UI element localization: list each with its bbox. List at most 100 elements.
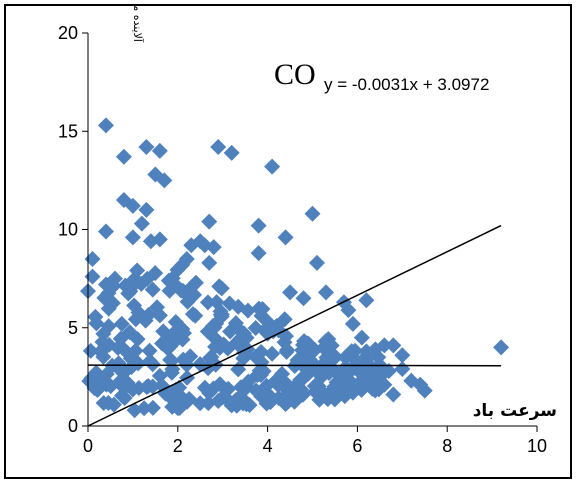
data-point — [394, 361, 411, 378]
data-point — [331, 366, 348, 383]
data-point — [285, 392, 302, 409]
data-point — [162, 351, 179, 368]
data-point — [254, 300, 271, 317]
data-point — [260, 386, 277, 403]
y-tick-label: 10 — [58, 220, 78, 240]
data-point — [247, 320, 264, 337]
data-point — [295, 290, 312, 307]
data-point — [238, 396, 255, 413]
data-point — [493, 339, 510, 356]
x-axis-label: سرعت باد — [473, 401, 557, 421]
y-tick-label: 0 — [68, 416, 78, 436]
data-point — [147, 265, 164, 282]
data-point — [344, 315, 361, 332]
data-point — [138, 138, 155, 155]
data-point — [178, 250, 195, 267]
data-point — [201, 254, 218, 271]
data-point — [179, 393, 196, 410]
data-point — [253, 344, 270, 361]
data-point — [367, 380, 384, 397]
data-point — [104, 295, 121, 312]
data-point — [353, 329, 370, 346]
data-point — [129, 331, 146, 348]
data-point — [210, 138, 227, 155]
data-point — [97, 223, 114, 240]
data-point — [183, 237, 200, 254]
chart-lines — [87, 224, 502, 427]
y-axis-label: آلاینده مونواکسیدکربن — [131, 6, 145, 43]
data-point — [112, 330, 129, 347]
data-point — [199, 323, 216, 340]
data-point — [151, 231, 168, 248]
chart-title: CO — [274, 58, 316, 91]
data-point — [144, 281, 161, 298]
data-point — [416, 382, 433, 399]
data-point — [130, 355, 147, 372]
data-point — [278, 343, 295, 360]
data-point — [88, 315, 105, 332]
data-point — [149, 299, 166, 316]
diagonal-line — [87, 224, 502, 427]
data-point — [212, 303, 229, 320]
data-point — [264, 345, 281, 362]
data-point — [97, 117, 114, 134]
chart-frame: 0 5 10 15 20 0 2 4 6 8 10 CO y = -0.0031x + 3.0972… — [4, 4, 572, 479]
data-point — [344, 384, 361, 401]
data-point — [327, 348, 344, 365]
data-point — [130, 380, 147, 397]
data-point — [289, 352, 306, 369]
data-point — [358, 370, 375, 387]
data-point — [144, 378, 161, 395]
data-point — [306, 378, 323, 395]
data-point — [84, 268, 101, 285]
data-point — [249, 367, 266, 384]
data-point — [205, 239, 222, 256]
data-point — [220, 380, 237, 397]
data-point — [187, 307, 204, 324]
data-point — [151, 142, 168, 159]
data-point — [329, 380, 346, 397]
data-point — [385, 386, 402, 403]
data-point — [276, 311, 293, 328]
x-tick-label: 4 — [263, 436, 273, 456]
data-point — [106, 270, 123, 287]
data-point — [320, 331, 337, 348]
y-tick-label: 15 — [58, 121, 78, 141]
data-point — [113, 315, 130, 332]
data-point — [156, 172, 173, 189]
trendline-equation: y = -0.0031x + 3.0972 — [324, 75, 489, 94]
data-point — [127, 342, 144, 359]
data-point — [133, 215, 150, 232]
trendline — [87, 364, 502, 367]
data-point — [153, 377, 170, 394]
chart-marks — [80, 117, 510, 419]
data-point — [317, 284, 334, 301]
x-tick-label: 8 — [442, 436, 452, 456]
data-point — [92, 343, 109, 360]
data-point — [105, 396, 122, 413]
data-point — [187, 274, 204, 291]
scatter-chart: 0 5 10 15 20 0 2 4 6 8 10 CO y = -0.0031x + 3.0972… — [58, 6, 557, 456]
data-point — [130, 304, 147, 321]
data-point — [84, 250, 101, 267]
data-point — [213, 280, 230, 297]
data-point — [277, 229, 294, 246]
data-point — [144, 356, 161, 373]
data-point — [136, 400, 153, 417]
x-tick-label: 10 — [527, 436, 547, 456]
data-point — [394, 347, 411, 364]
data-point — [201, 213, 218, 230]
data-point — [264, 158, 281, 175]
data-point — [175, 325, 192, 342]
data-point — [358, 292, 375, 309]
data-point — [116, 390, 133, 407]
data-point — [124, 229, 141, 246]
data-point — [89, 382, 106, 399]
data-point — [309, 363, 326, 380]
data-point — [144, 399, 161, 416]
x-tick-label: 0 — [83, 436, 93, 456]
data-point — [239, 302, 256, 319]
data-point — [282, 284, 299, 301]
tick-labels: 0 5 10 15 20 0 2 4 6 8 10 — [58, 23, 547, 456]
data-point — [141, 342, 158, 359]
